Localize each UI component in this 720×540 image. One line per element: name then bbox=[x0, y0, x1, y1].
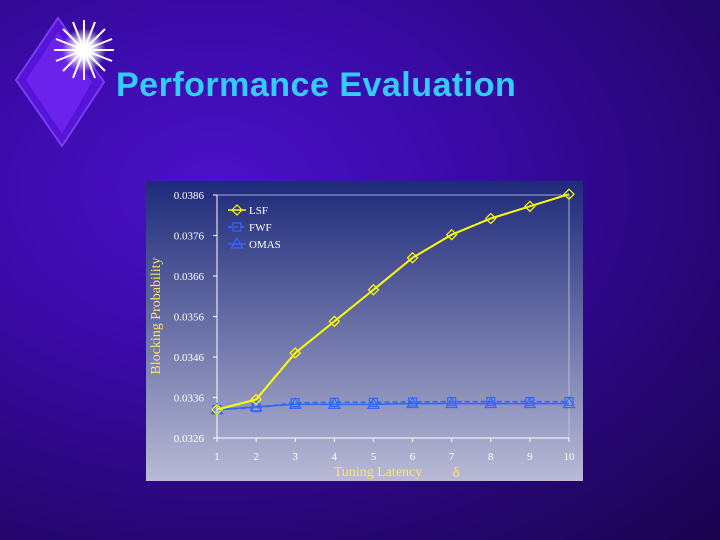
omas-point bbox=[445, 396, 459, 409]
y-tick-label: 0.0336 bbox=[174, 393, 205, 405]
x-tick-label: 4 bbox=[332, 451, 338, 463]
lsf-point bbox=[289, 347, 302, 359]
omas-point bbox=[249, 399, 263, 412]
omas-point bbox=[523, 396, 537, 409]
omas-point bbox=[562, 396, 576, 409]
legend-marker-lsf bbox=[231, 204, 243, 216]
lsf-point bbox=[211, 403, 223, 416]
legend: LSF FWF OMAS bbox=[228, 204, 281, 251]
x-tick-label: 8 bbox=[488, 451, 494, 463]
x-tick-label: 5 bbox=[371, 451, 377, 463]
y-tick-label: 0.0366 bbox=[174, 271, 205, 283]
y-tick-label: 0.0356 bbox=[174, 312, 205, 324]
x-tick-label: 10 bbox=[564, 451, 576, 463]
lsf-point bbox=[524, 200, 536, 213]
omas-point bbox=[366, 397, 380, 409]
legend-marker-fwf bbox=[232, 222, 242, 232]
lsf-line bbox=[216, 193, 570, 411]
x-tick-label: 1 bbox=[214, 451, 220, 463]
y-axis-title: Blocking Probability bbox=[149, 257, 164, 374]
lsf-point bbox=[484, 212, 497, 225]
omas-point bbox=[484, 396, 498, 409]
legend-label-lsf: LSF bbox=[249, 205, 268, 217]
y-tick-label: 0.0376 bbox=[174, 231, 205, 243]
lsf-point bbox=[328, 315, 341, 328]
y-tick-label: 0.0386 bbox=[174, 190, 205, 202]
omas-point bbox=[288, 397, 302, 409]
lsf-point bbox=[367, 283, 380, 296]
lsf-point bbox=[406, 251, 419, 264]
legend-marker-omas bbox=[230, 236, 244, 249]
y-tick-label: 0.0346 bbox=[174, 352, 205, 364]
x-axis-symbol: δ bbox=[452, 465, 459, 481]
legend-label-fwf: FWF bbox=[249, 222, 272, 234]
x-tick-label: 9 bbox=[527, 451, 533, 463]
lsf-point bbox=[250, 393, 262, 406]
omas-point bbox=[406, 396, 420, 409]
x-tick-label: 6 bbox=[410, 451, 416, 463]
lsf-point bbox=[563, 188, 575, 201]
slide-title: Performance Evaluation bbox=[116, 66, 517, 104]
chart-area bbox=[146, 181, 583, 481]
lsf-point bbox=[445, 228, 458, 241]
x-tick-label: 7 bbox=[449, 451, 455, 463]
legend-label-omas: OMAS bbox=[249, 239, 281, 251]
x-axis-title: Tuning Latency bbox=[334, 465, 423, 480]
y-tick-label: 0.0326 bbox=[174, 433, 205, 445]
x-tick-label: 3 bbox=[292, 451, 298, 463]
x-tick-label: 2 bbox=[253, 451, 259, 463]
omas-point bbox=[327, 397, 341, 409]
omas-line bbox=[216, 402, 569, 411]
